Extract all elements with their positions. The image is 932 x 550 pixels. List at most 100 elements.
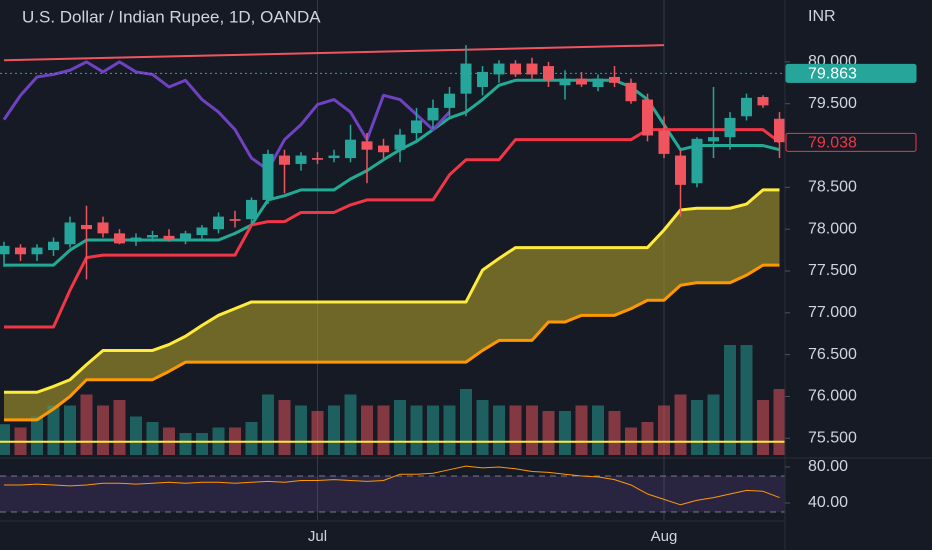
candle-body [0,245,10,255]
volume-bar [460,389,472,455]
span-a [4,188,780,394]
volume-bar [328,405,340,455]
volume-bar [31,416,43,455]
candle-body [708,137,719,142]
candle-body [15,247,26,255]
candle-body [559,78,571,86]
candle-body [741,97,752,117]
y-tick-label: 79.500 [808,95,857,112]
candle-body [691,138,703,184]
volume-bar [311,411,324,455]
volume-bar [542,411,555,455]
volume-bar [592,405,604,455]
candle-body [675,155,686,185]
rsi-band-fill [0,475,785,512]
volume-bar [559,411,571,455]
volume-bar [130,416,142,455]
candle-body [262,153,274,200]
volume-bar [361,405,373,455]
volume-bar [674,394,687,455]
volume-bar [707,394,720,455]
span-b [4,263,780,422]
volume-bar [757,400,769,455]
candle-body [345,139,356,159]
volume-bar [526,405,538,455]
volume-bar [493,405,505,455]
candle-body [592,78,604,87]
volume-bar [278,400,291,455]
candle-body [526,63,538,75]
candle-body [642,99,653,136]
candle-body [64,222,76,245]
cloud-fill [4,189,780,420]
x-tick-label: Jul [308,528,327,545]
volume-bar [262,394,274,455]
candle-body [757,97,769,106]
candle-body [312,158,323,160]
candle-body [279,155,290,165]
y-tick-label: 75.500 [808,429,857,446]
volume-bar [377,405,390,455]
y-tick-label: 78.000 [808,220,857,237]
candle-body [477,71,488,87]
candle-body [163,235,175,240]
volume-bar [443,405,456,455]
candle-body [394,134,406,150]
candle-body [658,130,670,154]
trendline [3,44,665,62]
candle-body [774,118,785,143]
volume-bar [196,433,208,455]
price-label-box [785,63,917,83]
y-tick-label: 77.000 [808,304,857,321]
y-tick-label: 76.000 [808,388,857,405]
volume-bar [509,405,522,455]
volume-bar [691,400,703,455]
candle-body [576,78,587,85]
volume-bar [80,394,93,455]
volume-bar [658,405,670,455]
x-tick-label: Aug [651,528,678,545]
candle-body [625,82,637,102]
rsi-tick-label: 80.00 [808,458,848,475]
volume-bar [0,424,10,455]
volume-bar [427,405,439,455]
price-label: 79.863 [808,66,857,83]
volume-bar [724,345,736,455]
candle-body [328,155,340,159]
indicator-line [2,60,451,172]
rsi-tick-label: 40.00 [808,494,848,511]
candle-body [411,120,422,133]
volume-bar [641,422,654,455]
candle-body [48,241,59,251]
plot-area [0,0,785,520]
candle-body [543,66,554,81]
volume-bar [394,400,406,455]
volume-bar [113,400,126,455]
volume-bar [146,422,159,455]
candle-body [180,233,191,240]
volume-bar [344,394,357,455]
candle-body [493,63,505,75]
y-tick-label: 77.500 [808,262,857,279]
volume-bar [575,405,588,455]
candle-body [609,76,620,83]
candle-body [510,63,521,75]
y-axis-label: INR [808,8,836,25]
y-tick-label: 78.500 [808,179,857,196]
volume-bar [740,345,753,455]
candle-body [378,145,389,153]
candle-body [724,117,736,138]
volume-bar [64,405,76,455]
y-tick-label: 76.500 [808,346,857,363]
candle-body [213,216,224,230]
volume-bar [97,405,109,455]
candle-body [246,199,257,220]
candle-body [31,247,43,255]
candle-body [427,107,439,121]
price-label-box [785,132,917,152]
chart-title: U.S. Dollar / Indian Rupee, 1D, OANDA [22,7,321,26]
volume-bar [245,422,258,455]
price-label: 79.038 [808,135,857,152]
